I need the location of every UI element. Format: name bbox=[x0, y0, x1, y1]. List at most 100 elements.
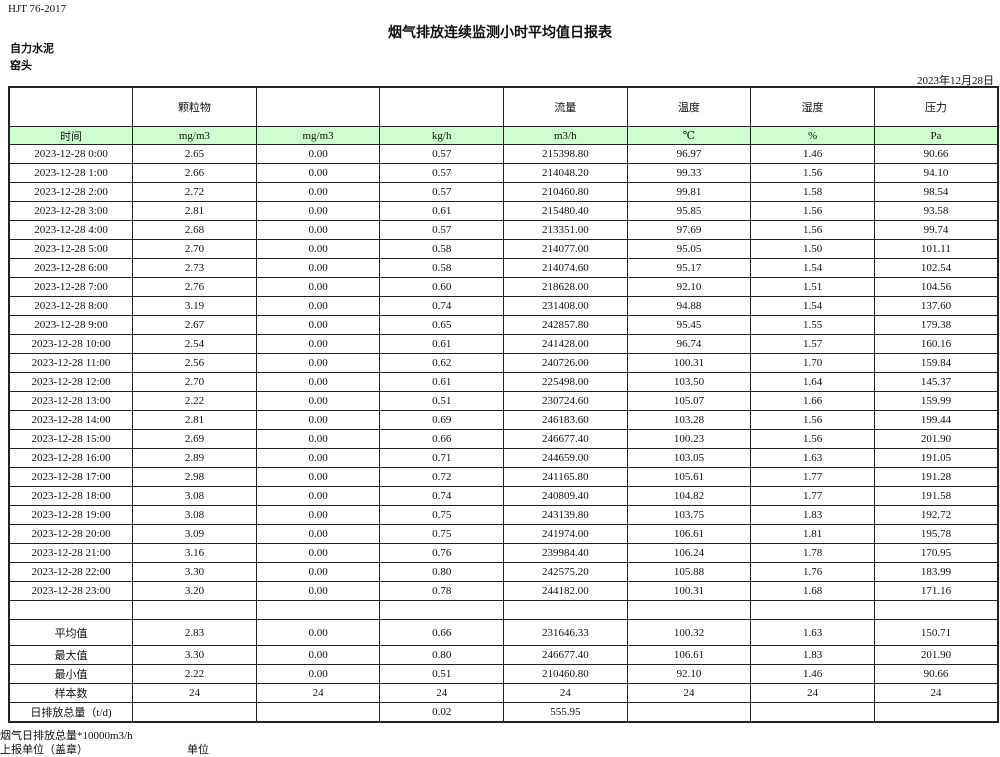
table-row: 2023-12-28 8:00 3.19 0.00 0.74 231408.00 94.8… bbox=[8, 296, 999, 316]
table-row-cell: 0.57 bbox=[379, 144, 504, 164]
table-row-cell: 2.70 bbox=[132, 372, 257, 392]
table-row-cell: 213351.00 bbox=[503, 220, 628, 240]
table-row-cell: 0.00 bbox=[255, 372, 381, 392]
table-row-cell: 3.20 bbox=[132, 581, 257, 601]
table-row: 2023-12-28 5:00 2.70 0.00 0.58 214077.00 95.0… bbox=[8, 239, 999, 259]
summary-row-cell: 0.00 bbox=[255, 645, 381, 665]
header-row-cell bbox=[255, 86, 381, 127]
table-row-cell: 242857.80 bbox=[503, 315, 628, 335]
summary-row: 最大值 3.30 0.00 0.80 246677.40 106.61 1.83 201.90 bbox=[8, 645, 999, 665]
summary-row-cell bbox=[873, 702, 999, 723]
table-row-cell: 103.28 bbox=[626, 410, 752, 430]
table-row-cell: 243139.80 bbox=[503, 505, 628, 525]
table-row-cell: 242575.20 bbox=[503, 562, 628, 582]
table-row-cell: 2023-12-28 13:00 bbox=[8, 391, 134, 411]
table-row-cell: 0.00 bbox=[255, 410, 381, 430]
table-row-cell: 195.78 bbox=[873, 524, 999, 544]
table-row-cell: 0.61 bbox=[379, 201, 504, 221]
table-row-cell: 225498.00 bbox=[503, 372, 628, 392]
summary-row-cell: 0.80 bbox=[379, 645, 504, 665]
summary-row-cell: 201.90 bbox=[873, 645, 999, 665]
table-row-cell: 105.07 bbox=[626, 391, 752, 411]
table-row-cell: 0.61 bbox=[379, 372, 504, 392]
table-row-cell: 95.45 bbox=[626, 315, 752, 335]
empty-row-cell bbox=[132, 600, 257, 620]
table-row-cell: 0.00 bbox=[255, 429, 381, 449]
table-row-cell: 0.57 bbox=[379, 163, 504, 183]
table-row-cell: 215480.40 bbox=[503, 201, 628, 221]
table-row-cell: 100.23 bbox=[626, 429, 752, 449]
summary-row: 样本数 24 24 24 24 24 24 24 bbox=[8, 683, 999, 703]
table-row-cell: 103.50 bbox=[626, 372, 752, 392]
table-row-cell: 191.58 bbox=[873, 486, 999, 506]
table-row-cell: 2.76 bbox=[132, 277, 257, 297]
unit-row-cell: mg/m3 bbox=[255, 126, 381, 145]
table-row-cell: 2.73 bbox=[132, 258, 257, 278]
table-row-cell: 104.56 bbox=[873, 277, 999, 297]
unit-row-cell: Pa bbox=[873, 126, 999, 145]
header-row-cell bbox=[8, 86, 134, 127]
table-row-cell: 99.74 bbox=[873, 220, 999, 240]
summary-row-cell: 92.10 bbox=[626, 664, 752, 684]
header-row-cell: 压力 bbox=[873, 86, 999, 127]
table-row-cell: 0.75 bbox=[379, 505, 504, 525]
table-row-cell: 103.75 bbox=[626, 505, 752, 525]
table-row-cell: 1.56 bbox=[750, 429, 875, 449]
summary-row-cell: 样本数 bbox=[8, 683, 134, 703]
summary-row-cell: 最小值 bbox=[8, 664, 134, 684]
table-row-cell: 98.54 bbox=[873, 182, 999, 202]
table-row-cell: 160.16 bbox=[873, 334, 999, 354]
table-row-cell: 1.76 bbox=[750, 562, 875, 582]
table-row-cell: 0.65 bbox=[379, 315, 504, 335]
summary-row-cell: 0.02 bbox=[379, 702, 504, 723]
table-row-cell: 2023-12-28 6:00 bbox=[8, 258, 134, 278]
table-row-cell: 214077.00 bbox=[503, 239, 628, 259]
empty-row-cell bbox=[750, 600, 875, 620]
table-row-cell: 231408.00 bbox=[503, 296, 628, 316]
table-row-cell: 241165.80 bbox=[503, 467, 628, 487]
empty-row bbox=[8, 600, 999, 620]
summary-row-cell: 平均值 bbox=[8, 619, 134, 646]
footer-note: 烟气日排放总量*10000m3/h bbox=[0, 730, 133, 742]
summary-row-cell: 1.83 bbox=[750, 645, 875, 665]
table-row-cell: 170.95 bbox=[873, 543, 999, 563]
table-row-cell: 95.17 bbox=[626, 258, 752, 278]
summary-row-cell: 0.66 bbox=[379, 619, 504, 646]
table-row-cell: 3.19 bbox=[132, 296, 257, 316]
empty-row-cell bbox=[503, 600, 628, 620]
table-row-cell: 159.84 bbox=[873, 353, 999, 373]
table-row-cell: 0.00 bbox=[255, 543, 381, 563]
table-row-cell: 0.00 bbox=[255, 391, 381, 411]
table-row-cell: 244182.00 bbox=[503, 581, 628, 601]
table-row-cell: 2023-12-28 3:00 bbox=[8, 201, 134, 221]
summary-row-cell: 0.00 bbox=[255, 664, 381, 684]
table-row-cell: 240809.40 bbox=[503, 486, 628, 506]
table-row-cell: 1.78 bbox=[750, 543, 875, 563]
summary-row-cell: 0.51 bbox=[379, 664, 504, 684]
table-row-cell: 97.69 bbox=[626, 220, 752, 240]
table-row-cell: 3.16 bbox=[132, 543, 257, 563]
table-row-cell: 2023-12-28 10:00 bbox=[8, 334, 134, 354]
table-row-cell: 3.08 bbox=[132, 505, 257, 525]
table-row-cell: 0.00 bbox=[255, 562, 381, 582]
table-row-cell: 159.99 bbox=[873, 391, 999, 411]
summary-row-cell bbox=[626, 702, 752, 723]
summary-row-cell: 24 bbox=[255, 683, 381, 703]
summary-row-cell: 24 bbox=[626, 683, 752, 703]
location-name: 窑头 bbox=[10, 59, 32, 72]
summary-row-cell: 24 bbox=[750, 683, 875, 703]
table-row-cell: 1.66 bbox=[750, 391, 875, 411]
table-row-cell: 2023-12-28 16:00 bbox=[8, 448, 134, 468]
table-row: 2023-12-28 13:00 2.22 0.00 0.51 230724.60 105… bbox=[8, 391, 999, 411]
table-row-cell: 2.56 bbox=[132, 353, 257, 373]
reporter-label: 上报单位（盖章） bbox=[0, 744, 88, 756]
table-row: 2023-12-28 21:00 3.16 0.00 0.76 239984.40 106… bbox=[8, 543, 999, 563]
table-row-cell: 1.56 bbox=[750, 410, 875, 430]
summary-row: 日排放总量（t/d) 0.02 555.95 bbox=[8, 702, 999, 723]
table-row: 2023-12-28 10:00 2.54 0.00 0.61 241428.00 96.… bbox=[8, 334, 999, 354]
table-row-cell: 94.10 bbox=[873, 163, 999, 183]
table-row-cell: 0.60 bbox=[379, 277, 504, 297]
summary-row-cell: 246677.40 bbox=[503, 645, 628, 665]
header-row-cell: 湿度 bbox=[750, 86, 875, 127]
table-row-cell: 241974.00 bbox=[503, 524, 628, 544]
